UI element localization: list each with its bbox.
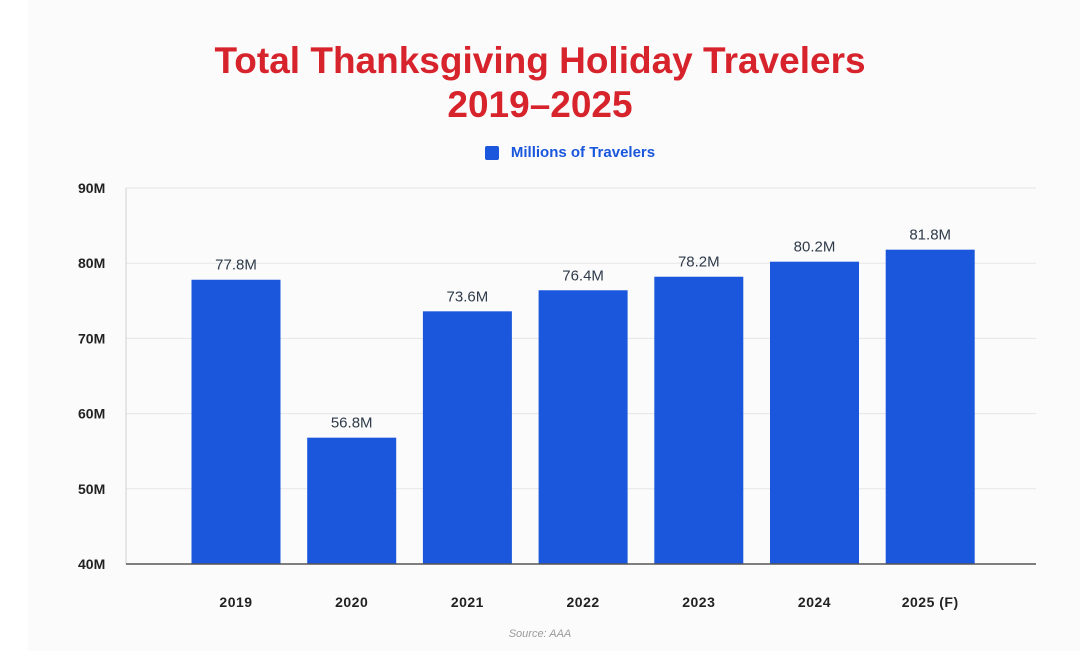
y-tick-label: 60M: [78, 406, 105, 422]
source-note: Source: AAA: [508, 628, 572, 640]
x-tick-label: 2025 (F): [902, 594, 959, 610]
x-tick-label: 2020: [335, 594, 368, 610]
bar: [307, 437, 397, 564]
chart-legend: Millions of Travelers: [0, 144, 1080, 161]
x-tick-label: 2022: [567, 594, 600, 610]
bar: [770, 261, 859, 564]
data-label: 80.2M: [794, 239, 836, 256]
x-tick-label: 2019: [219, 594, 252, 610]
bar: [538, 290, 628, 564]
bar: [191, 279, 281, 564]
data-label: 73.6M: [447, 288, 489, 305]
legend-label: Millions of Travelers: [510, 144, 656, 161]
data-label: 56.8M: [331, 415, 373, 432]
y-tick-label: 90M: [78, 180, 105, 196]
y-tick-label: 80M: [78, 255, 105, 271]
data-label: 78.2M: [678, 254, 720, 271]
x-tick-label: 2021: [451, 594, 484, 610]
legend-swatch: [484, 145, 499, 160]
x-tick-label: 2024: [798, 594, 831, 610]
bar: [654, 276, 744, 564]
data-label: 81.8M: [909, 227, 951, 244]
chart-title-line-2: 2019–2025: [447, 84, 633, 125]
data-label: 77.8M: [215, 257, 257, 274]
bar: [422, 311, 512, 564]
y-tick-label: 40M: [78, 556, 105, 572]
x-tick-label: 2023: [682, 594, 715, 610]
y-tick-label: 70M: [78, 330, 105, 346]
bar: [885, 249, 975, 564]
data-label: 76.4M: [562, 267, 604, 284]
y-tick-label: 50M: [78, 481, 105, 497]
chart-title-line-1: Total Thanksgiving Holiday Travelers: [214, 40, 866, 81]
